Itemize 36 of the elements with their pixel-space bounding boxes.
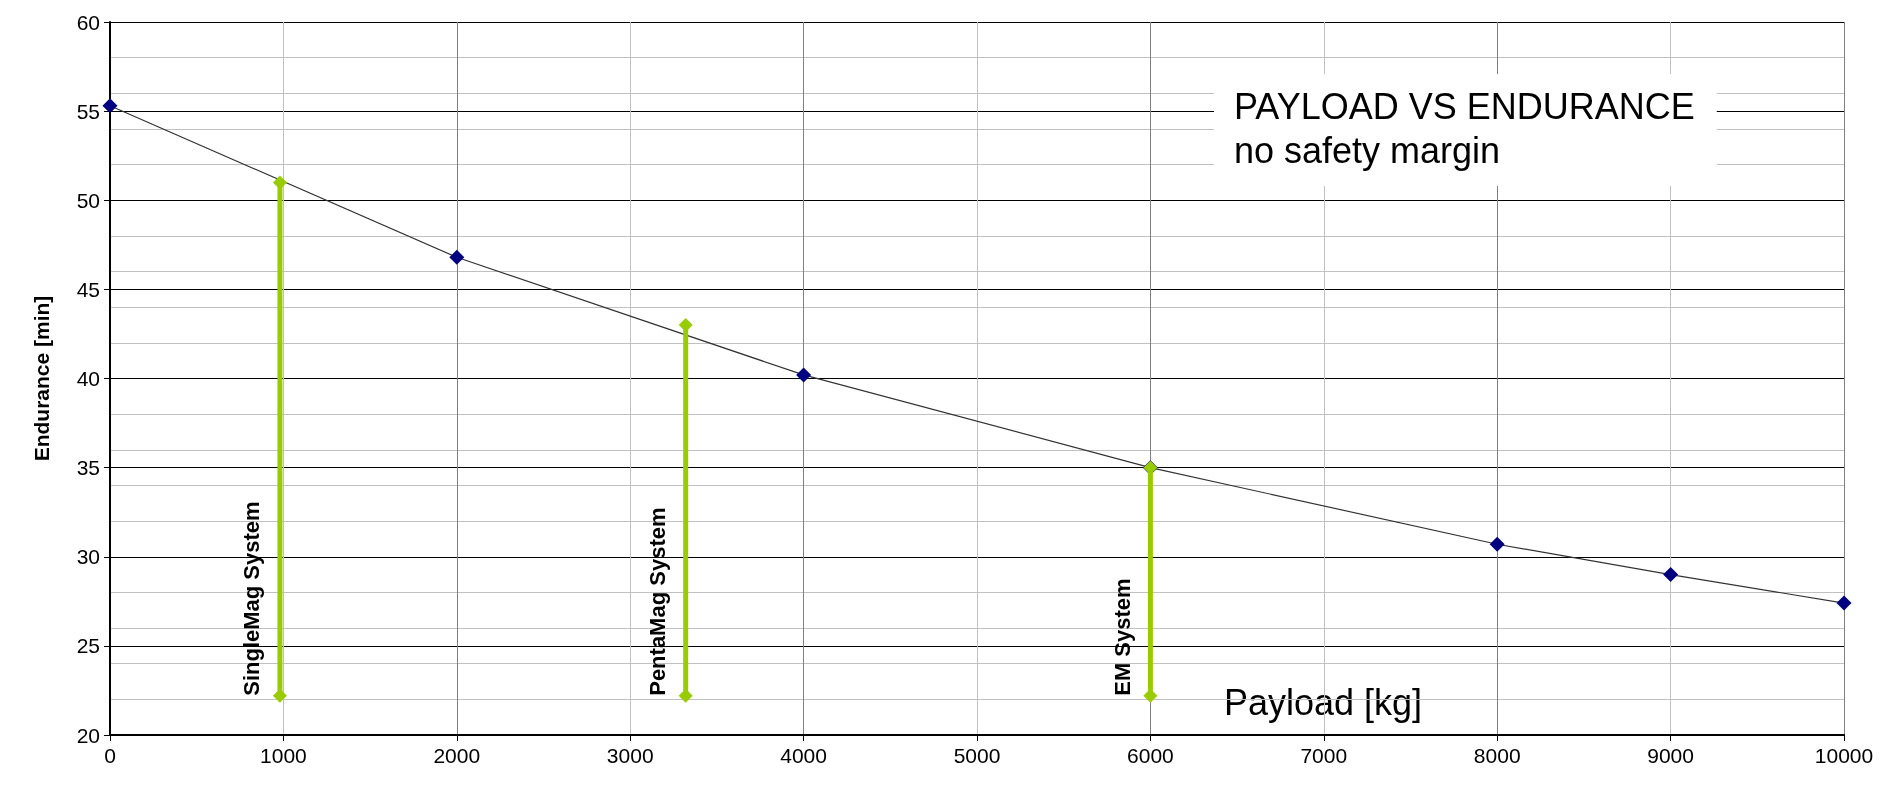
x-tick-label: 4000	[780, 744, 827, 767]
y-axis-title: Endurance [min]	[30, 295, 53, 462]
text: SingleMag System	[239, 501, 265, 696]
point	[102, 98, 118, 114]
text: no safety margin	[1234, 129, 1501, 171]
y-tick-label: 30	[76, 545, 100, 569]
x-tick-label: 1000	[260, 744, 307, 767]
y-tick-label: 55	[76, 99, 100, 123]
text: PentaMag System	[645, 507, 671, 696]
point	[1489, 536, 1505, 552]
y-tick-label: 20	[76, 723, 100, 747]
point	[1663, 567, 1679, 583]
point	[796, 367, 812, 383]
y-tick-label: 40	[76, 367, 100, 390]
point	[678, 688, 693, 703]
x-tick-label: 8000	[1473, 744, 1521, 767]
x-tick-label: 3000	[606, 744, 654, 767]
x-axis-title: Payload [kg]	[1224, 681, 1423, 723]
y-tick-label: 45	[76, 277, 100, 301]
text: EM System	[1109, 578, 1135, 696]
y-tick-label: 50	[76, 188, 100, 212]
x-tick-label: 7000	[1300, 744, 1348, 767]
x-tick-label: 9000	[1647, 744, 1694, 767]
x-tick-label: 10000	[1814, 744, 1874, 767]
y-tick-label: 25	[76, 634, 100, 658]
x-tick-label: 0	[104, 744, 116, 767]
x-tick-label: 6000	[1127, 744, 1174, 767]
x-tick-label: 5000	[953, 744, 1001, 767]
point	[449, 249, 465, 265]
point	[1836, 595, 1852, 611]
x-tick-label: 2000	[433, 744, 481, 767]
text: PAYLOAD VS ENDURANCE	[1234, 85, 1695, 127]
y-tick-label: 35	[76, 456, 100, 480]
point	[272, 175, 287, 190]
y-tick-label: 60	[76, 10, 100, 34]
point	[272, 688, 287, 703]
